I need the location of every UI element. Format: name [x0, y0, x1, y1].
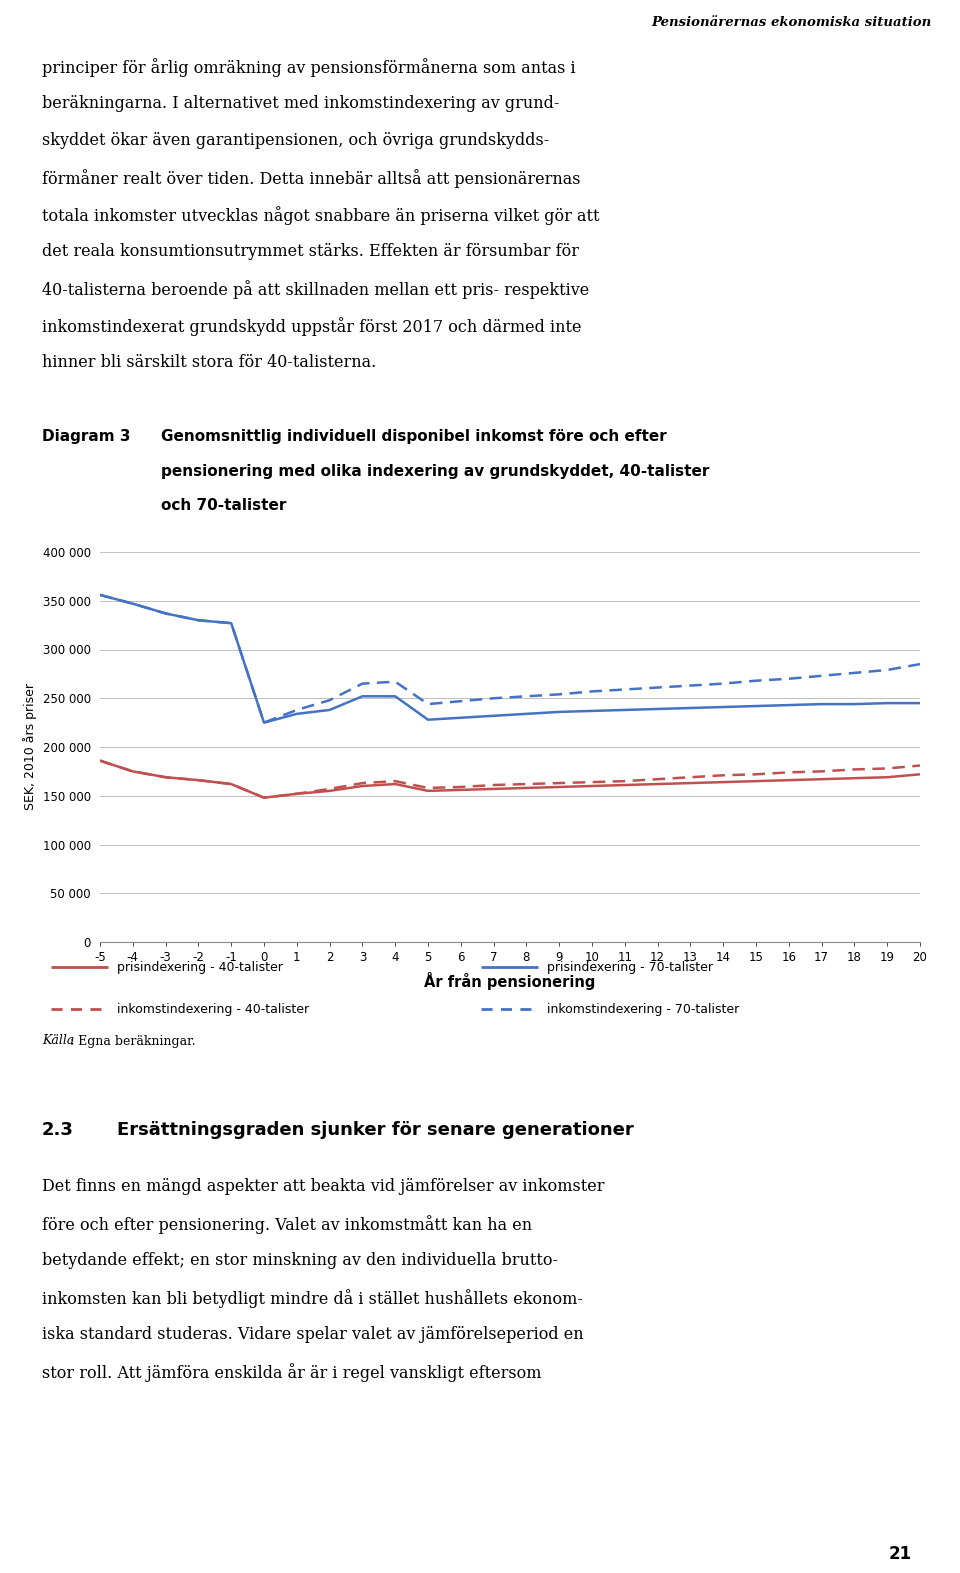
X-axis label: År från pensionering: År från pensionering: [424, 972, 596, 991]
Text: 40-talisterna beroende på att skillnaden mellan ett pris- respektive: 40-talisterna beroende på att skillnaden…: [42, 280, 589, 299]
Text: Ersättningsgraden sjunker för senare generationer: Ersättningsgraden sjunker för senare gen…: [116, 1122, 634, 1139]
Text: beräkningarna. I alternativet med inkomstindexering av grund-: beräkningarna. I alternativet med inkoms…: [42, 94, 560, 112]
Text: före och efter pensionering. Valet av inkomstmått kan ha en: före och efter pensionering. Valet av in…: [42, 1214, 532, 1233]
Text: 2.3: 2.3: [42, 1122, 74, 1139]
Text: hinner bli särskilt stora för 40-talisterna.: hinner bli särskilt stora för 40-taliste…: [42, 354, 376, 371]
Text: det reala konsumtionsutrymmet stärks. Effekten är försumbar för: det reala konsumtionsutrymmet stärks. Ef…: [42, 242, 579, 260]
Text: inkomstindexering - 70-talister: inkomstindexering - 70-talister: [547, 1004, 739, 1016]
Text: inkomstindexerat grundskydd uppstår först 2017 och därmed inte: inkomstindexerat grundskydd uppstår förs…: [42, 318, 582, 337]
Text: : Egna beräkningar.: : Egna beräkningar.: [69, 1035, 195, 1048]
Text: prisindexering - 40-talister: prisindexering - 40-talister: [116, 961, 282, 974]
Text: iska standard studeras. Vidare spelar valet av jämförelseperiod en: iska standard studeras. Vidare spelar va…: [42, 1326, 584, 1343]
Text: inkomsten kan bli betydligt mindre då i stället hushållets ekonom-: inkomsten kan bli betydligt mindre då i …: [42, 1288, 583, 1307]
Y-axis label: SEK, 2010 års priser: SEK, 2010 års priser: [23, 684, 37, 810]
Text: Genomsnittlig individuell disponibel inkomst före och efter: Genomsnittlig individuell disponibel ink…: [160, 429, 666, 444]
Text: stor roll. Att jämföra enskilda år är i regel vanskligt eftersom: stor roll. Att jämföra enskilda år är i …: [42, 1362, 541, 1383]
Text: Pensionärernas ekonomiska situation: Pensionärernas ekonomiska situation: [651, 16, 931, 30]
Text: Diagram 3: Diagram 3: [42, 429, 131, 444]
Text: inkomstindexering - 40-talister: inkomstindexering - 40-talister: [116, 1004, 309, 1016]
Text: totala inkomster utvecklas något snabbare än priserna vilket gör att: totala inkomster utvecklas något snabbar…: [42, 206, 599, 225]
Text: pensionering med olika indexering av grundskyddet, 40-talister: pensionering med olika indexering av gru…: [160, 464, 708, 478]
Text: principer för årlig omräkning av pensionsförmånerna som antas i: principer för årlig omräkning av pension…: [42, 58, 576, 77]
Text: prisindexering - 70-talister: prisindexering - 70-talister: [547, 961, 713, 974]
Text: Källa: Källa: [42, 1035, 74, 1048]
Text: 21: 21: [889, 1545, 912, 1564]
Text: betydande effekt; en stor minskning av den individuella brutto-: betydande effekt; en stor minskning av d…: [42, 1252, 558, 1269]
Text: skyddet ökar även garantipensionen, och övriga grundskydds-: skyddet ökar även garantipensionen, och …: [42, 132, 549, 149]
Text: och 70-talister: och 70-talister: [160, 499, 286, 513]
Text: Det finns en mängd aspekter att beakta vid jämförelser av inkomster: Det finns en mängd aspekter att beakta v…: [42, 1178, 605, 1195]
Text: förmåner realt över tiden. Detta innebär alltså att pensionärernas: förmåner realt över tiden. Detta innebär…: [42, 168, 581, 187]
